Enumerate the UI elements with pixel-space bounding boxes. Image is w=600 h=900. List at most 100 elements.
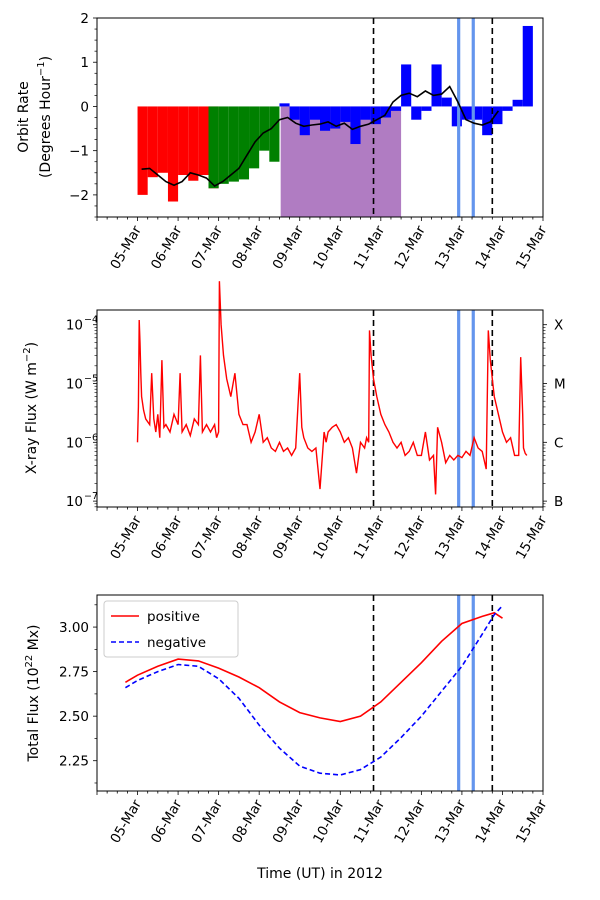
x-tick-label: 10-Mar [310,223,348,273]
orbit-rate-lines [141,18,500,217]
bar-blue [421,106,432,111]
bar-blue [360,106,371,120]
y-tick-label: −2 [69,188,89,204]
x-tick-label: 15-Mar [513,797,551,847]
bar-green [208,106,219,189]
total-flux-lines [124,595,504,791]
x-tick-label: 14-Mar [472,223,510,273]
bar-blue [461,106,473,120]
y-tick-label: 1 [80,55,89,71]
legend-positive-label: positive [147,609,200,625]
y-tick-exponent: −4 [84,315,98,326]
total-flux-negative-line [124,605,504,776]
bar-blue [441,97,452,107]
bar-blue [350,106,361,145]
x-tick-label: 05-Mar [107,513,145,563]
legend-box [103,600,239,658]
x-tick-label: 07-Mar [188,223,226,273]
bar-red [188,106,199,181]
orbit-rate-panel: 2 1 0 −1 −2 05-Mar 06-Mar 07-Mar 08-Mar 09-Mar 10-… [16,11,551,272]
bar-green [218,106,229,184]
bar-blue [522,25,533,107]
bar-red [167,106,179,202]
total-flux-positive-line [124,611,503,723]
total-flux-ylabel: Total Flux (1022 Mx) [24,625,42,763]
bar-blue [309,106,320,120]
bar-blue [380,106,391,118]
bar-blue [492,106,503,125]
bar-blue [472,106,483,120]
orbit-rate-smoothed-line [141,85,500,187]
bar-red [147,106,158,178]
bar-red [137,106,148,195]
x-tick-label: 13-Mar [432,513,470,563]
bar-blue [451,106,462,127]
orbit-rate-ylabel-line2: (Degrees Hour−1) [36,56,54,178]
x-tick-label: 12-Mar [391,797,429,847]
x-tick-label: 07-Mar [188,513,226,563]
bar-blue [502,106,513,111]
y-tick-label: 2.75 [59,665,89,681]
bar-red [198,106,209,175]
x-tick-label: 15-Mar [513,223,551,273]
x-tick-label: 08-Mar [229,513,267,563]
x-tick-label: 05-Mar [107,797,145,847]
bar-red [157,106,168,173]
y-tick-label: 10 [66,435,83,451]
legend-negative-label: negative [147,635,206,651]
xray-flux-lines [136,281,528,507]
y-tick-label: 0 [80,99,89,115]
y-tick-label: 10 [66,377,83,393]
bar-blue [330,106,341,129]
bar-blue [370,106,381,125]
bar-blue [340,106,351,122]
x-tick-label: 12-Mar [391,513,429,563]
bar-blue [401,64,412,107]
x-tick-label: 06-Mar [148,223,186,273]
x-tick-label: 09-Mar [270,513,308,563]
bar-blue [411,106,422,120]
bar-green [269,106,280,162]
legend: positive negative [103,600,239,658]
orbit-rate-ylabel-line1: Orbit Rate [16,81,32,153]
x-tick-label: 12-Mar [391,223,429,273]
x-tick-label: 11-Mar [351,223,389,273]
bar-green [249,106,260,169]
x-tick-label: 10-Mar [310,513,348,563]
x-axis-label: Time (UT) in 2012 [256,866,383,882]
x-tick-label: 11-Mar [351,513,389,563]
x-tick-label: 08-Mar [229,223,267,273]
bar-blue [320,106,331,131]
total-flux-panel: 3.00 2.75 2.50 2.25 05-Mar 06-Mar 07-Mar 08-Mar… [24,594,551,847]
x-tick-label: 05-Mar [107,223,145,273]
bar-blue [299,106,310,136]
y-tick-exponent: −5 [84,374,98,385]
x-tick-label: 06-Mar [148,797,186,847]
bar-blue [279,103,290,107]
xray-flux-line [136,281,528,495]
bar-blue [390,106,402,111]
bar-blue [482,106,493,136]
y-tick-label: 10 [66,318,83,334]
bar-red [178,106,189,175]
y-tick-exponent: −7 [84,491,98,502]
x-tick-label: 07-Mar [188,797,226,847]
x-tick-label: 10-Mar [310,797,348,847]
x-tick-label: 13-Mar [432,223,470,273]
bar-green [259,106,270,151]
x-tick-label: 09-Mar [270,223,308,273]
x-tick-label: 09-Mar [270,797,308,847]
x-tick-label: 13-Mar [432,797,470,847]
flare-class-label: C [554,435,563,451]
xray-flux-ylabel: X-ray Flux (W m−2) [22,342,40,474]
y-tick-label: 2.25 [59,754,89,770]
y-tick-label: 10 [66,494,83,510]
y-tick-label: 2.50 [59,709,89,725]
bar-blue [289,106,300,120]
x-tick-label: 14-Mar [472,797,510,847]
flare-class-label: B [554,494,563,510]
x-tick-label: 11-Mar [351,797,389,847]
xray-flux-panel: 10 −4 X10 −5 M10 −6 C10 −7 B05-Mar 06-Mar 07-Mar 08… [22,281,566,562]
bar-blue [431,64,442,107]
